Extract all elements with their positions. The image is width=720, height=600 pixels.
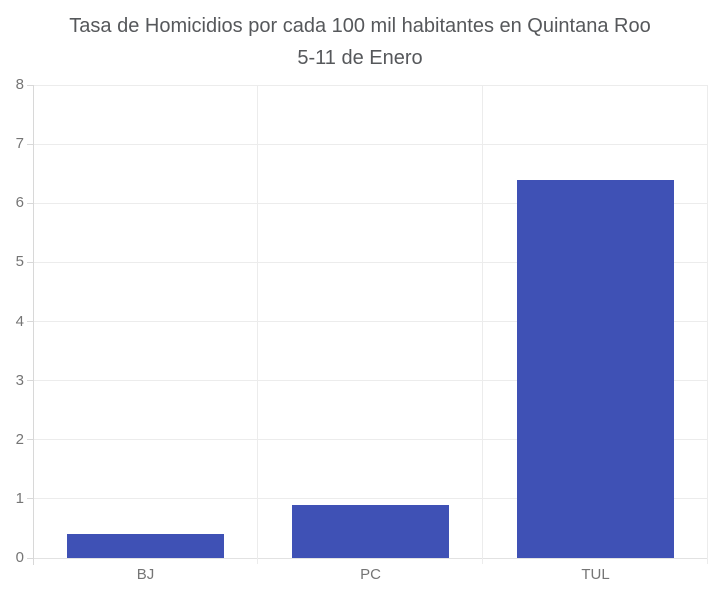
y-axis-labels: 0 1 2 3 4 5 6 7 8 bbox=[0, 76, 24, 566]
y-axis-label-1: 1 bbox=[15, 489, 24, 507]
gridline-y-4 bbox=[33, 321, 708, 322]
gridline-y-6 bbox=[33, 202, 708, 204]
x-axis-label-pc: PC bbox=[360, 566, 381, 583]
y-axis-label-3: 3 bbox=[15, 371, 24, 389]
gridline-y-5 bbox=[33, 261, 708, 263]
x-axis-label-bj: BJ bbox=[136, 566, 155, 583]
gridline-y-0 bbox=[33, 557, 708, 559]
gridline-y-8 bbox=[33, 84, 708, 86]
bar-pc[interactable] bbox=[292, 505, 449, 558]
y-axis-label-7: 7 bbox=[15, 135, 24, 153]
y-axis-tick-0 bbox=[27, 557, 33, 559]
gridline-y-1 bbox=[33, 498, 708, 500]
gridline-x-boundary-1 bbox=[257, 85, 258, 564]
x-axis-label-tul: TUL bbox=[581, 566, 610, 583]
y-axis-label-2: 2 bbox=[15, 430, 24, 448]
y-axis-label-4: 4 bbox=[15, 312, 24, 330]
y-axis-tick-4 bbox=[27, 321, 33, 322]
gridline-y-2 bbox=[33, 439, 708, 441]
chart-subtitle: 5-11 de Enero bbox=[297, 47, 423, 69]
chart-title: Tasa de Homicidios por cada 100 mil habi… bbox=[69, 15, 651, 37]
y-axis-tick-3 bbox=[27, 380, 33, 382]
x-axis-labels: BJ PC TUL bbox=[33, 565, 708, 587]
bar-tul[interactable] bbox=[517, 180, 674, 558]
y-axis-tick-8 bbox=[27, 84, 33, 86]
y-axis-tick-1 bbox=[27, 498, 33, 500]
gridline-x-boundary-2 bbox=[482, 85, 483, 564]
y-axis-label-8: 8 bbox=[15, 76, 24, 93]
gridline-y-3 bbox=[33, 380, 708, 382]
y-axis-line bbox=[33, 85, 34, 565]
gridline-x-boundary-3 bbox=[707, 85, 708, 564]
y-axis-tick-6 bbox=[27, 202, 33, 204]
plot-area bbox=[27, 84, 708, 565]
y-axis-label-5: 5 bbox=[15, 253, 24, 271]
y-axis-label-6: 6 bbox=[15, 194, 24, 212]
y-axis-tick-5 bbox=[27, 261, 33, 263]
gridline-y-7 bbox=[33, 143, 708, 145]
y-axis-tick-7 bbox=[27, 143, 33, 145]
y-axis-tick-2 bbox=[27, 439, 33, 441]
y-axis-label-0: 0 bbox=[15, 549, 24, 566]
bar-bj[interactable] bbox=[67, 534, 224, 558]
